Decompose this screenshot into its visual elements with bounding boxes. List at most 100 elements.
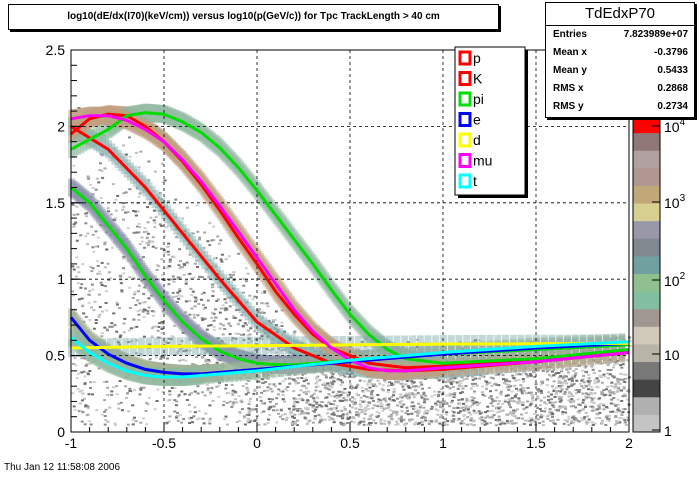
heatmap-cell (249, 340, 253, 343)
heatmap-cell (226, 423, 229, 426)
heatmap-cell (111, 156, 115, 159)
heatmap-cell (312, 397, 316, 400)
heatmap-cell (619, 417, 623, 419)
heatmap-cell (300, 342, 304, 345)
heatmap-cell (458, 379, 462, 382)
heatmap-cell (622, 387, 626, 390)
heatmap-cell (515, 393, 518, 396)
heatmap-cell (202, 246, 206, 249)
heatmap-cell (396, 361, 400, 364)
heatmap-cell (563, 392, 567, 395)
heatmap-cell (565, 368, 569, 371)
heatmap-cell (254, 373, 258, 376)
heatmap-cell (96, 236, 100, 239)
heatmap-cell (142, 189, 146, 192)
heatmap-cell (217, 395, 221, 398)
heatmap-cell (410, 380, 414, 383)
heatmap-cell (550, 363, 554, 366)
heatmap-cell (87, 301, 91, 304)
heatmap-cell (176, 419, 180, 422)
heatmap-cell (105, 380, 109, 383)
heatmap-cell (300, 411, 304, 414)
heatmap-cell (164, 379, 168, 382)
heatmap-cell (343, 387, 347, 390)
heatmap-cell (111, 246, 114, 249)
heatmap-cell (302, 391, 306, 394)
heatmap-cell (154, 247, 158, 250)
heatmap-cell (458, 403, 462, 406)
heatmap-cell (576, 398, 580, 401)
heatmap-cell (103, 243, 107, 246)
heatmap-cell (399, 396, 402, 399)
heatmap-cell (567, 423, 571, 426)
heatmap-cell (336, 378, 340, 380)
heatmap-cell (304, 355, 308, 358)
heatmap-cell (76, 334, 80, 337)
heatmap-cell (350, 373, 354, 376)
heatmap-cell (497, 415, 501, 418)
heatmap-cell (117, 307, 121, 310)
heatmap-cell (87, 177, 91, 180)
heatmap-cell (178, 222, 182, 225)
heatmap-cell (402, 418, 406, 421)
heatmap-cell (505, 378, 509, 381)
heatmap-cell (161, 293, 165, 296)
heatmap-cell (91, 288, 95, 291)
heatmap-cell (438, 422, 442, 425)
heatmap-cell (222, 374, 226, 377)
heatmap-cell (271, 342, 275, 345)
heatmap-cell (95, 409, 99, 411)
heatmap-cell (160, 198, 164, 201)
heatmap-cell (168, 393, 172, 396)
heatmap-cell (167, 399, 171, 402)
heatmap-cell (570, 362, 574, 365)
heatmap-cell (143, 301, 147, 304)
heatmap-cell (192, 341, 196, 344)
heatmap-cell (304, 372, 308, 375)
heatmap-cell (433, 394, 437, 396)
heatmap-cell (448, 405, 451, 408)
heatmap-cell (597, 405, 601, 408)
heatmap-cell (416, 375, 420, 378)
heatmap-cell (313, 400, 317, 403)
heatmap-cell (580, 379, 584, 382)
heatmap-cell (308, 403, 312, 406)
heatmap-cell (510, 397, 514, 400)
heatmap-cell (546, 378, 550, 381)
heatmap-cell (406, 377, 410, 380)
heatmap-cell (562, 353, 566, 356)
heatmap-cell (230, 339, 234, 341)
heatmap-cell (377, 404, 381, 407)
heatmap-cell (357, 348, 361, 351)
heatmap-cell (612, 363, 616, 366)
heatmap-cell (580, 385, 584, 388)
heatmap-cell (280, 321, 284, 324)
heatmap-cell (197, 378, 200, 381)
heatmap-cell (238, 411, 242, 413)
heatmap-cell (161, 311, 165, 314)
heatmap-cell (246, 420, 250, 422)
heatmap-cell (181, 326, 185, 329)
heatmap-cell (557, 360, 561, 363)
heatmap-cell (361, 408, 364, 411)
heatmap-cell (227, 352, 231, 354)
heatmap-cell (557, 395, 561, 398)
heatmap-cell (216, 272, 220, 275)
heatmap-cell (234, 337, 238, 340)
palette-swatch (633, 414, 660, 433)
heatmap-cell (570, 398, 574, 401)
heatmap-cell (416, 372, 420, 375)
heatmap-cell (569, 382, 573, 385)
heatmap-cell (349, 420, 353, 423)
heatmap-cell (97, 216, 101, 219)
heatmap-cell (587, 374, 591, 376)
heatmap-cell (175, 383, 179, 385)
heatmap-cell (256, 348, 260, 351)
heatmap-cell (304, 417, 308, 420)
heatmap-cell (471, 378, 475, 381)
heatmap-cell (274, 324, 278, 327)
heatmap-cell (405, 364, 408, 367)
heatmap-cell (395, 420, 399, 423)
heatmap-cell (115, 230, 119, 233)
